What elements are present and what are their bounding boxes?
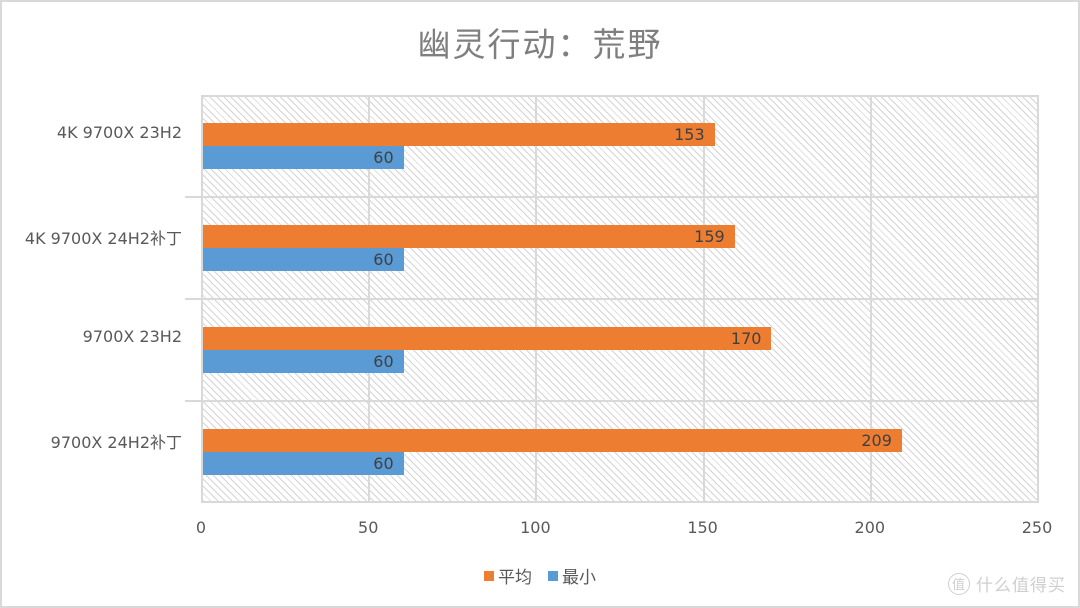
category-separator: [185, 400, 1037, 402]
category-separator: [185, 298, 1037, 300]
data-label: 153: [674, 125, 705, 144]
data-label: 60: [373, 352, 394, 371]
watermark-logo-icon: 值: [948, 572, 970, 595]
legend-item-avg[interactable]: 平均: [484, 563, 532, 588]
bar-min[interactable]: 60: [203, 350, 404, 373]
bar-avg[interactable]: 159: [203, 225, 735, 248]
x-tick-label: 200: [854, 518, 886, 537]
data-label: 60: [373, 454, 394, 473]
bar-avg[interactable]: 153: [203, 123, 715, 146]
x-tick-label: 250: [1021, 518, 1053, 537]
bar-avg[interactable]: 209: [203, 429, 902, 452]
watermark-text: 什么值得买: [976, 576, 1066, 596]
legend-item-min[interactable]: 最小: [548, 563, 596, 588]
legend-label-avg: 平均: [498, 568, 532, 588]
x-tick-label: 150: [687, 518, 718, 537]
x-tick-label: 100: [520, 518, 551, 537]
bar-min[interactable]: 60: [203, 146, 404, 169]
plot-area: 153 60 159 60 170 60 209 60: [185, 95, 1039, 503]
watermark: 值 什么值得买: [948, 571, 1066, 596]
x-tick-label: 0: [195, 518, 207, 537]
category-label: 9700X 23H2: [82, 327, 182, 346]
bar-min[interactable]: 60: [203, 248, 404, 271]
data-label: 60: [373, 250, 394, 269]
category-label: 4K 9700X 23H2: [56, 123, 182, 142]
data-label: 170: [730, 329, 762, 348]
legend-swatch-avg-icon: [484, 570, 494, 581]
legend-label-min: 最小: [562, 568, 596, 588]
data-label: 60: [373, 148, 394, 167]
bar-avg[interactable]: 170: [203, 327, 772, 350]
data-label: 159: [694, 227, 725, 246]
bar-min[interactable]: 60: [203, 452, 404, 475]
data-label: 209: [861, 431, 892, 450]
x-tick-label: 50: [358, 518, 379, 537]
category-separator: [185, 196, 1037, 198]
legend: 平均 最小: [0, 563, 1080, 588]
category-label: 9700X 24H2补丁: [50, 433, 182, 452]
category-label: 4K 9700X 24H2补丁: [24, 229, 182, 248]
chart-title: 幽灵行动：荒野: [417, 25, 663, 64]
legend-swatch-min-icon: [548, 570, 558, 581]
